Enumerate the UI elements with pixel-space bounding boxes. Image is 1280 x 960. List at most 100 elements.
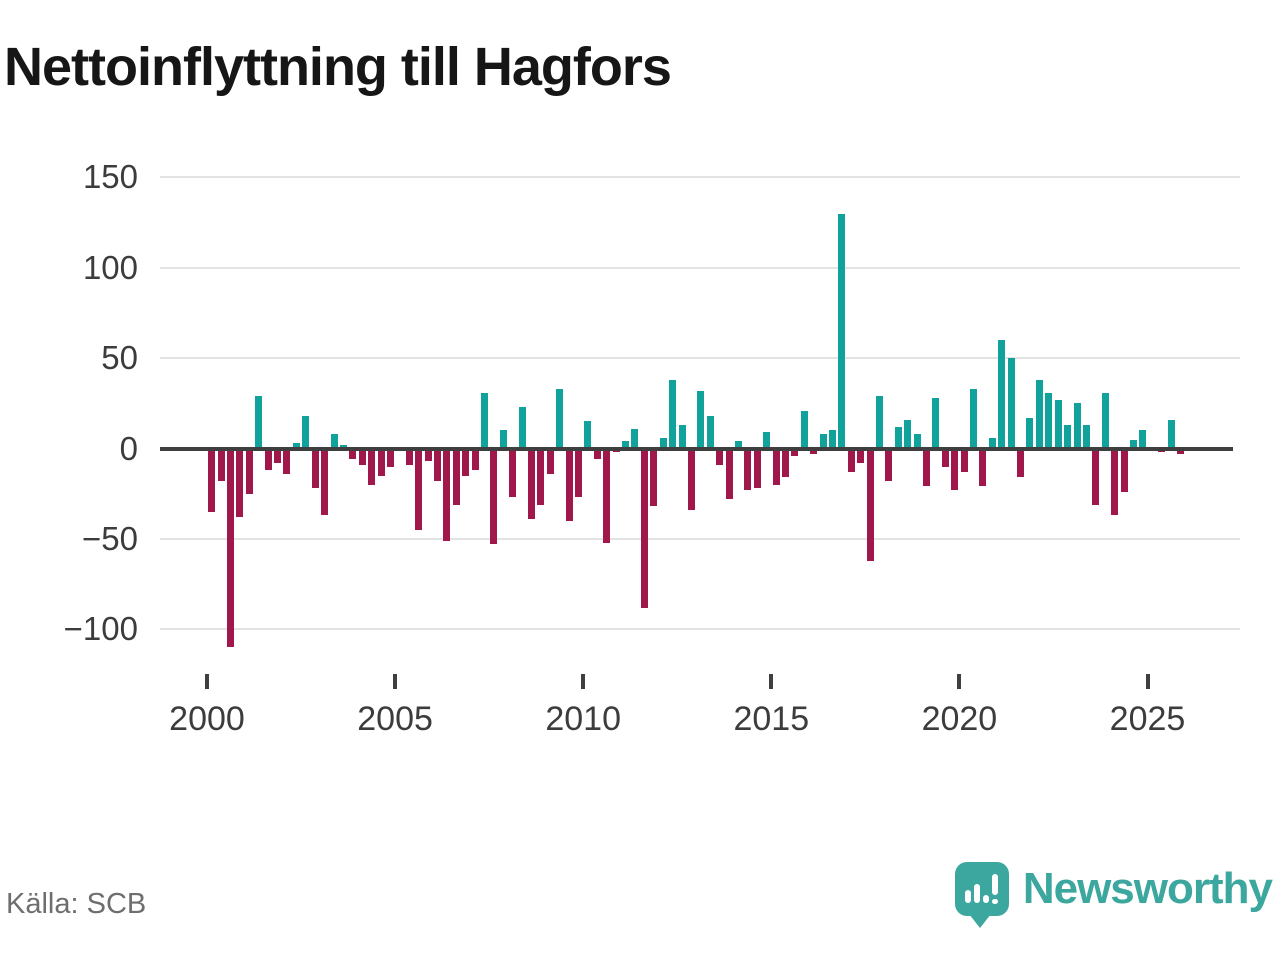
bar-2017-Q4 <box>876 396 883 449</box>
bar-2003-Q1 <box>321 448 329 516</box>
gridline-y-50 <box>160 357 1240 360</box>
bar-2008-Q3 <box>528 448 535 519</box>
logo-bubble <box>954 862 1009 916</box>
logo-exclamation-icon <box>991 874 998 895</box>
x-axis-tick-2015 <box>769 674 774 689</box>
bar-2010-Q3 <box>603 448 611 543</box>
x-axis-tick-2020 <box>957 674 962 689</box>
x-axis-tick-2025 <box>1145 674 1150 689</box>
bar-2007-Q4 <box>499 430 507 449</box>
bar-2024-Q3 <box>1129 439 1137 449</box>
bar-2009-Q1 <box>546 448 554 474</box>
bar-2013-Q2 <box>706 416 714 449</box>
logo-exclamation-dot-icon <box>991 899 998 904</box>
bar-2023-Q3 <box>1092 448 1100 505</box>
bar-2006-Q3 <box>452 448 460 505</box>
bar-2004-Q3 <box>377 448 385 476</box>
bar-2012-Q4 <box>687 448 695 510</box>
bar-2018-Q3 <box>904 419 912 449</box>
bar-2012-Q2 <box>669 379 676 449</box>
y-axis-label: 50 <box>101 339 138 377</box>
bar-2023-Q1 <box>1073 403 1081 449</box>
bar-2015-Q4 <box>800 410 808 449</box>
bar-2024-Q2 <box>1120 448 1128 492</box>
bar-2008-Q1 <box>509 448 517 498</box>
bar-2013-Q3 <box>716 448 724 465</box>
source-note: Källa: SCB <box>6 888 147 920</box>
bar-2017-Q3 <box>866 448 874 561</box>
bar-2005-Q4 <box>424 448 432 462</box>
bar-2009-Q2 <box>556 388 564 449</box>
bar-2003-Q2 <box>330 434 338 449</box>
bar-2008-Q2 <box>518 406 526 449</box>
bar-2012-Q1 <box>659 437 667 449</box>
bar-2013-Q4 <box>725 448 733 500</box>
logo-bar-chart-icon <box>973 884 980 903</box>
bar-2001-Q2 <box>255 396 263 449</box>
bar-2025-Q3 <box>1167 419 1175 449</box>
bar-2010-Q1 <box>584 421 592 449</box>
bar-2018-Q2 <box>894 426 902 449</box>
bar-2002-Q1 <box>283 448 291 474</box>
newsworthy-logo-icon <box>954 862 1009 928</box>
bar-2016-Q2 <box>819 434 827 449</box>
bar-2019-Q4 <box>951 448 959 491</box>
gridline-y--100 <box>160 628 1240 631</box>
bar-2023-Q2 <box>1082 425 1090 449</box>
bar-2018-Q4 <box>913 434 921 449</box>
chart-title: Nettoinflyttning till Hagfors <box>4 37 672 97</box>
logo-bar-chart-icon <box>982 895 989 903</box>
bar-2010-Q2 <box>593 448 601 460</box>
bar-2002-Q3 <box>302 416 310 449</box>
x-axis-tick-2000 <box>205 674 209 689</box>
x-axis-label-2020: 2020 <box>921 700 998 738</box>
bar-2001-Q4 <box>274 448 281 463</box>
bar-2011-Q4 <box>650 448 658 507</box>
bar-2014-Q4 <box>763 432 771 449</box>
bar-2014-Q3 <box>753 448 761 489</box>
y-axis-label: 150 <box>82 158 138 196</box>
bar-2020-Q4 <box>988 437 996 449</box>
bar-2011-Q2 <box>631 428 639 449</box>
bar-2002-Q4 <box>311 448 319 489</box>
bar-2012-Q3 <box>678 425 686 449</box>
brand-name: Newsworthy <box>1022 864 1273 913</box>
bar-2016-Q1 <box>810 448 818 454</box>
bar-2019-Q1 <box>923 448 930 487</box>
zero-baseline <box>160 446 1233 451</box>
bar-2003-Q4 <box>349 448 357 460</box>
bar-2014-Q2 <box>744 448 752 491</box>
x-axis-label-2005: 2005 <box>357 700 433 738</box>
x-axis-label-2000: 2000 <box>169 700 245 738</box>
bar-2015-Q1 <box>772 448 780 485</box>
gridline-y-100 <box>160 266 1240 269</box>
bar-2014-Q1 <box>734 441 742 449</box>
bar-2004-Q2 <box>368 448 376 485</box>
x-axis-label-2025: 2025 <box>1109 700 1186 738</box>
bar-2000-Q1 <box>208 448 216 512</box>
bar-2009-Q3 <box>565 448 573 521</box>
bar-2021-Q2 <box>1007 358 1015 449</box>
bar-2011-Q1 <box>622 441 629 449</box>
y-axis-label: 100 <box>82 248 138 286</box>
brand-footer: Newsworthy <box>954 862 1273 928</box>
x-axis-tick-2005 <box>393 674 398 689</box>
bar-2022-Q2 <box>1045 392 1053 449</box>
bar-2021-Q1 <box>998 340 1006 449</box>
bar-2016-Q3 <box>828 430 836 449</box>
x-axis-tick-2010 <box>581 674 586 689</box>
bar-2022-Q1 <box>1035 379 1043 449</box>
bar-2005-Q3 <box>415 448 423 530</box>
bar-2001-Q1 <box>245 448 253 494</box>
bar-2020-Q1 <box>960 448 968 472</box>
bar-2019-Q3 <box>941 448 949 467</box>
bar-2021-Q3 <box>1017 448 1024 478</box>
bar-2006-Q2 <box>443 448 451 541</box>
bar-2020-Q3 <box>979 448 987 487</box>
bar-2002-Q2 <box>292 443 300 449</box>
bar-2011-Q3 <box>640 448 648 608</box>
bar-2004-Q4 <box>386 448 394 467</box>
bar-2007-Q3 <box>490 448 498 545</box>
bar-2021-Q4 <box>1026 417 1034 449</box>
